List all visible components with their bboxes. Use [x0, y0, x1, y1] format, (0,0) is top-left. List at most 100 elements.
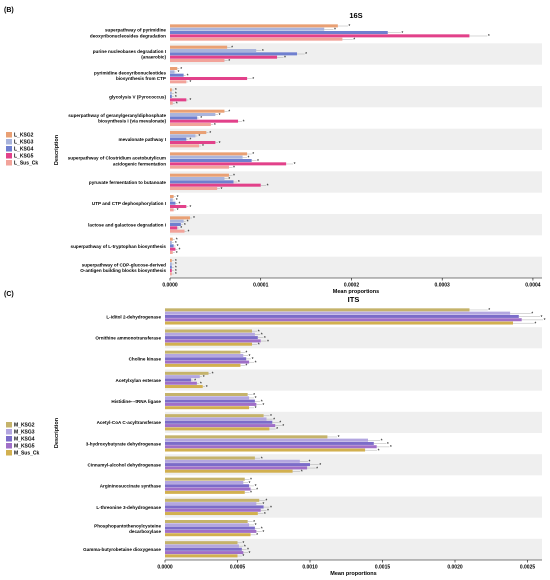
significance-mark: *: [256, 487, 258, 493]
bar: [165, 477, 245, 481]
bar: [170, 88, 172, 92]
bar: [165, 529, 257, 533]
significance-mark: *: [180, 226, 182, 232]
significance-mark: *: [267, 509, 269, 515]
bar: [170, 272, 172, 276]
legend-label: M_KSG3: [14, 430, 35, 436]
significance-mark: *: [175, 95, 177, 101]
category-label: Ornithine ammonotransferase: [95, 336, 161, 341]
bar: [170, 31, 388, 35]
bar: [165, 469, 293, 473]
bar: [170, 37, 343, 41]
significance-mark: *: [378, 448, 380, 454]
x-axis-label: Mean proportions: [333, 289, 379, 295]
bar: [165, 445, 377, 449]
y-axis-label: Description: [54, 134, 60, 165]
bar: [170, 208, 174, 212]
row-band: [170, 86, 542, 108]
bar: [165, 533, 251, 537]
bar: [170, 95, 172, 99]
category-label: purine nucleobases degradation I: [93, 49, 166, 54]
bar: [170, 34, 470, 38]
bar: [170, 219, 184, 223]
legend-label: M_KSG4: [14, 437, 35, 443]
bar: [165, 314, 519, 318]
significance-mark: *: [279, 421, 281, 427]
significance-mark: *: [262, 502, 264, 508]
category-label: Acetylxylan esterase: [116, 378, 162, 383]
legend-swatch: [6, 443, 12, 449]
bar: [170, 152, 248, 156]
bar: [165, 353, 244, 357]
bar: [165, 463, 310, 467]
significance-mark: *: [531, 311, 533, 317]
bar: [165, 459, 300, 463]
significance-mark: *: [245, 364, 247, 370]
x-tick-label: 0.0000: [157, 565, 173, 571]
significance-mark: *: [202, 144, 204, 150]
bar: [170, 186, 218, 191]
bar: [165, 490, 245, 494]
bar: [170, 223, 181, 227]
significance-mark: *: [253, 520, 255, 526]
bar: [170, 244, 174, 248]
significance-mark: *: [262, 49, 264, 55]
bar: [170, 162, 287, 166]
significance-mark: *: [544, 318, 546, 324]
bar: [170, 27, 325, 31]
bar: [165, 519, 248, 523]
bar: [165, 375, 200, 379]
bar: [170, 144, 200, 148]
bar: [170, 268, 172, 273]
significance-mark: *: [175, 241, 177, 247]
significance-mark: *: [387, 442, 389, 448]
legend-swatch: [6, 160, 12, 166]
significance-mark: *: [252, 152, 254, 158]
bar: [170, 134, 196, 138]
bar: [170, 116, 198, 120]
significance-mark: *: [228, 110, 230, 116]
category-label: O-antigen building blocks biosynthesis: [80, 268, 166, 273]
significance-mark: *: [178, 70, 180, 76]
bar: [165, 360, 250, 364]
bar: [165, 385, 203, 389]
significance-mark: *: [188, 230, 190, 236]
row-band: [170, 128, 542, 150]
significance-mark: *: [252, 77, 254, 83]
bar: [170, 58, 225, 63]
significance-mark: *: [200, 382, 202, 388]
bar: [165, 512, 258, 516]
bar: [165, 508, 261, 512]
significance-mark: *: [248, 481, 250, 487]
significance-mark: *: [270, 505, 272, 511]
bar: [165, 417, 267, 421]
legend-label: L_KSG2: [14, 133, 34, 139]
significance-mark: *: [270, 414, 272, 420]
bar: [165, 526, 255, 530]
bar: [170, 109, 225, 113]
category-label: (anaerobic): [141, 55, 166, 60]
significance-mark: *: [255, 396, 257, 402]
panel-label: (B): [4, 7, 14, 14]
bar: [165, 396, 250, 400]
bar: [170, 122, 211, 127]
significance-mark: *: [284, 56, 286, 62]
bar: [170, 45, 228, 49]
bar: [165, 336, 258, 340]
bar: [170, 119, 239, 123]
bar: [165, 487, 251, 491]
significance-mark: *: [248, 551, 250, 557]
bar: [165, 350, 241, 354]
significance-mark: *: [250, 478, 252, 484]
significance-mark: *: [177, 244, 179, 250]
significance-mark: *: [252, 357, 254, 363]
category-label: superpathway of geranylgeranyldiphosphat…: [68, 113, 166, 118]
significance-mark: *: [214, 123, 216, 129]
x-tick-label: 0.0005: [230, 565, 246, 571]
bar: [170, 80, 187, 84]
bar: [165, 402, 257, 406]
bar: [165, 480, 244, 484]
bar: [165, 551, 244, 555]
category-label: L-iditol 2-dehydrogenase: [106, 314, 161, 319]
category-label: decarboxylase: [129, 529, 161, 534]
